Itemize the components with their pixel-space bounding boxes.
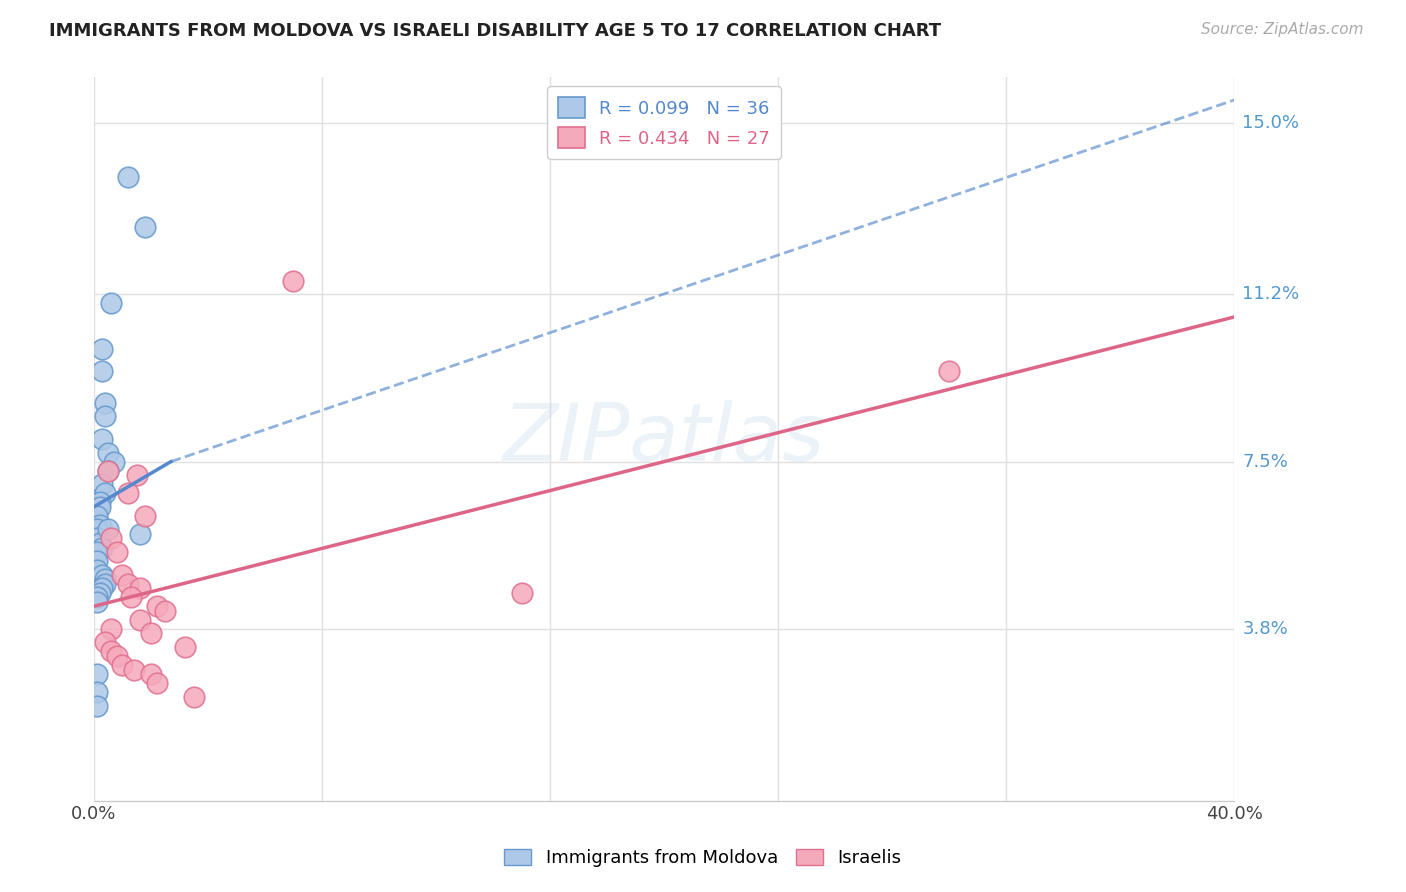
Point (86, 667, 108, 681)
Point (117, 169, 139, 184)
Point (97, 523, 120, 537)
Point (91, 364, 114, 378)
Point (86, 595, 108, 609)
Legend: Immigrants from Moldova, Israelis: Immigrants from Moldova, Israelis (498, 841, 908, 874)
Point (139, 667, 162, 681)
Point (111, 658, 134, 673)
Point (97, 464, 120, 478)
Point (86, 591, 108, 605)
Text: Source: ZipAtlas.com: Source: ZipAtlas.com (1201, 22, 1364, 37)
Point (89, 517, 111, 532)
Point (100, 296, 122, 310)
Point (86, 532, 108, 546)
Point (111, 567, 134, 582)
Point (94, 635, 117, 649)
Point (120, 591, 142, 605)
Point (89, 500, 111, 514)
Text: 3.8%: 3.8% (1243, 620, 1288, 638)
Point (86, 698, 108, 713)
Text: 11.2%: 11.2% (1243, 285, 1299, 303)
Point (94, 486, 117, 500)
Text: 15.0%: 15.0% (1243, 113, 1299, 132)
Point (128, 581, 150, 595)
Point (100, 622, 122, 636)
Point (86, 685, 108, 699)
Point (183, 690, 205, 704)
Point (91, 581, 114, 595)
Point (117, 486, 139, 500)
Point (145, 599, 167, 614)
Point (139, 626, 162, 640)
Text: IMMIGRANTS FROM MOLDOVA VS ISRAELI DISABILITY AGE 5 TO 17 CORRELATION CHART: IMMIGRANTS FROM MOLDOVA VS ISRAELI DISAB… (49, 22, 942, 40)
Point (100, 644, 122, 658)
Point (103, 455, 125, 469)
Point (89, 585, 111, 599)
Point (122, 663, 145, 677)
Point (153, 604, 176, 618)
Point (97, 445, 120, 459)
Point (145, 676, 167, 690)
Point (134, 508, 156, 523)
Point (97, 464, 120, 478)
Point (89, 495, 111, 509)
Point (91, 432, 114, 446)
Point (134, 219, 156, 234)
Point (91, 567, 114, 582)
Point (86, 554, 108, 568)
Legend: R = 0.099   N = 36, R = 0.434   N = 27: R = 0.099 N = 36, R = 0.434 N = 27 (547, 87, 780, 159)
Point (89, 536, 111, 550)
Point (86, 563, 108, 577)
Point (510, 585, 533, 599)
Point (283, 274, 305, 288)
Point (86, 545, 108, 559)
Point (94, 572, 117, 586)
Point (117, 576, 139, 591)
Point (100, 532, 122, 546)
Text: 7.5%: 7.5% (1243, 452, 1288, 471)
Point (125, 468, 148, 483)
Point (938, 364, 960, 378)
Text: ZIPatlas: ZIPatlas (503, 400, 825, 478)
Point (94, 576, 117, 591)
Point (91, 541, 114, 555)
Point (86, 508, 108, 523)
Point (128, 613, 150, 627)
Point (94, 409, 117, 424)
Point (105, 545, 128, 559)
Point (91, 477, 114, 491)
Point (91, 342, 114, 356)
Point (94, 396, 117, 410)
Point (86, 523, 108, 537)
Point (105, 648, 128, 663)
Point (174, 640, 197, 654)
Point (128, 527, 150, 541)
